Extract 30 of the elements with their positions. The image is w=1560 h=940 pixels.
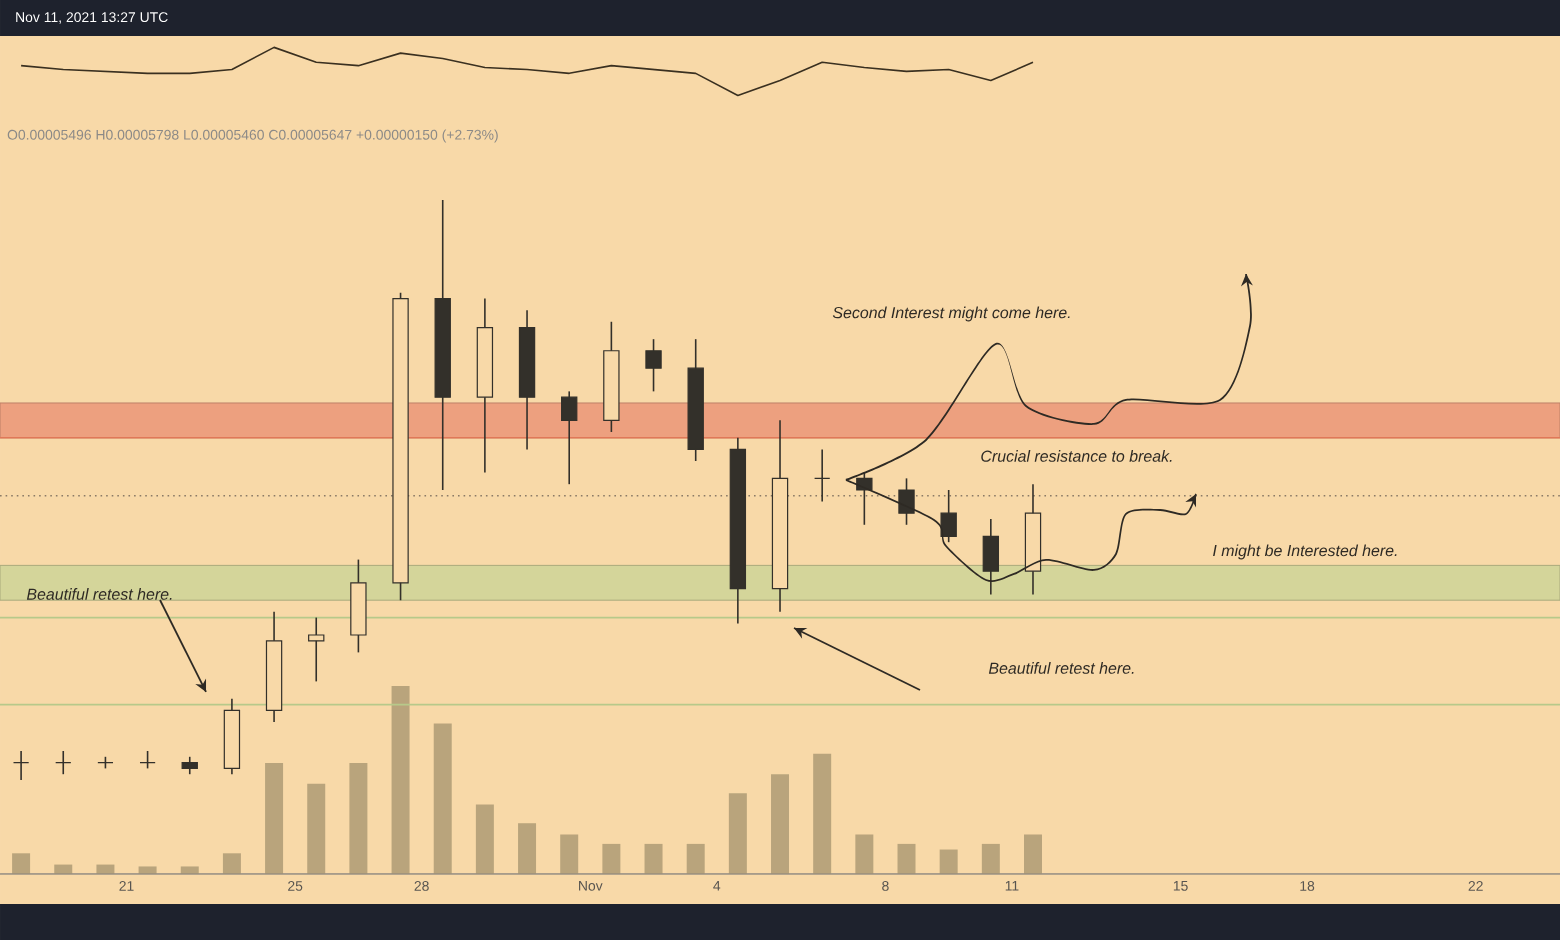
bar	[602, 843, 621, 874]
bar	[686, 843, 705, 874]
bar	[222, 853, 241, 874]
bar	[981, 843, 1000, 874]
bar	[433, 723, 452, 874]
candlestick	[308, 616, 325, 683]
bar	[180, 866, 199, 874]
bar	[475, 804, 494, 874]
bar	[138, 866, 157, 874]
bar	[855, 834, 874, 874]
bar	[1023, 834, 1042, 874]
bar	[728, 793, 747, 874]
candlestick	[645, 338, 662, 393]
bar	[560, 834, 579, 874]
candlestick	[940, 489, 957, 543]
bar	[349, 763, 368, 874]
candlestick	[561, 390, 578, 485]
bar	[307, 783, 326, 874]
bar	[644, 843, 663, 874]
bar	[813, 753, 832, 874]
bar	[391, 686, 410, 874]
bar	[897, 843, 916, 874]
bar	[939, 849, 958, 874]
bar	[771, 774, 790, 874]
candlestick	[55, 750, 72, 775]
bar	[265, 763, 284, 874]
candlestick	[12, 750, 30, 781]
candlestick	[814, 448, 831, 503]
bar	[12, 853, 31, 874]
bar	[518, 823, 537, 874]
